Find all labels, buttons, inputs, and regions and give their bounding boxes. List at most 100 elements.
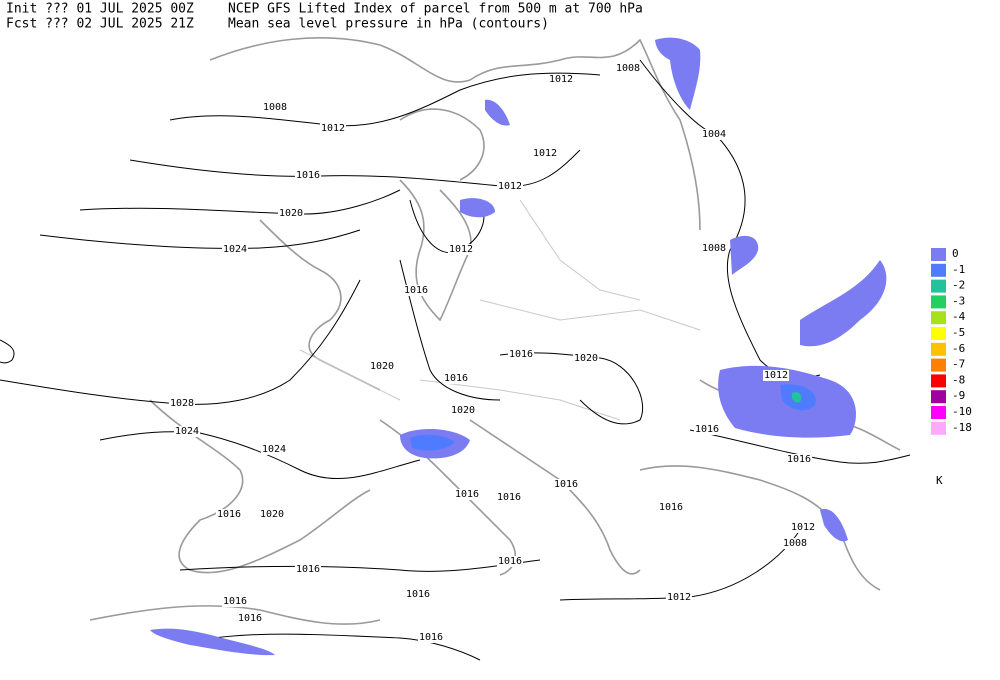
label-background (277, 208, 305, 219)
label-background (495, 492, 523, 503)
label-background (453, 489, 481, 500)
legend-label: -2 (952, 279, 965, 292)
label-background (258, 509, 286, 520)
borders (299, 199, 701, 421)
label-background (402, 285, 430, 296)
legend-swatch (931, 279, 946, 293)
contour-label: 1012 (791, 522, 815, 533)
label-background (614, 63, 642, 74)
lifted-index-shading (150, 37, 887, 656)
contour-label: 1016 (498, 556, 522, 567)
label-background (294, 564, 322, 575)
label-background (785, 454, 813, 465)
label-background (762, 370, 790, 381)
legend-swatch (931, 248, 946, 261)
contour-label: 1020 (279, 208, 303, 219)
label-background (507, 349, 535, 360)
legend-swatch (931, 374, 946, 388)
legend-swatch (931, 311, 946, 325)
label-background (449, 405, 477, 416)
label-background (547, 74, 575, 85)
contour-label: 1008 (783, 538, 807, 549)
contour-label: 1012 (533, 148, 557, 159)
init-time: Init ??? 01 JUL 2025 00Z (6, 2, 194, 17)
label-background (447, 244, 475, 255)
label-background (665, 592, 693, 603)
contour-label: 1012 (549, 74, 573, 85)
label-background (531, 148, 559, 159)
contour-label: 1008 (616, 63, 640, 74)
label-background (215, 509, 243, 520)
contour-label: 1020 (574, 353, 598, 364)
label-background (173, 426, 201, 437)
contour-label: 1020 (451, 405, 475, 416)
legend-label: -9 (952, 389, 965, 402)
label-background (781, 538, 809, 549)
contour-label: 1016 (787, 454, 811, 465)
contour-label: 1012 (764, 370, 788, 381)
label-background (168, 398, 196, 409)
label-background (236, 613, 264, 624)
legend-label: 0 (952, 247, 959, 260)
contour-label: 1024 (175, 426, 199, 437)
legend: 0 -1 -2 -3 -4 -5 -6 -7 -8 -9 -10 -18 K (931, 247, 972, 487)
contour-label: 1024 (262, 444, 286, 455)
contour-labels: 1008 1012 1012 1008 1012 1012 1004 1016 1020 1024… (168, 63, 817, 643)
label-background (221, 244, 249, 255)
legend-unit: K (936, 474, 943, 487)
label-background (552, 479, 580, 490)
label-background (404, 589, 432, 600)
legend-label: -10 (952, 405, 972, 418)
legend-swatch (931, 295, 946, 309)
isobars (0, 59, 911, 661)
contour-label: 1016 (695, 424, 719, 435)
contour-label: 1016 (509, 349, 533, 360)
label-background (657, 502, 685, 513)
legend-swatch (931, 358, 946, 372)
legend-label: -1 (952, 263, 965, 276)
contour-label: 1016 (296, 564, 320, 575)
label-background (700, 129, 728, 140)
contour-label: 1020 (370, 361, 394, 372)
legend-label: -7 (952, 358, 965, 371)
label-background (572, 353, 600, 364)
legend-swatch (931, 390, 946, 404)
legend-swatch (931, 263, 946, 277)
label-background (261, 102, 289, 113)
label-background (319, 123, 347, 134)
contour-label: 1016 (554, 479, 578, 490)
label-background (789, 522, 817, 533)
coastlines (89, 37, 901, 625)
legend-swatch (931, 342, 946, 356)
contour-label: 1004 (702, 129, 726, 140)
contour-label: 1012 (667, 592, 691, 603)
contour-label: 1012 (449, 244, 473, 255)
legend-label: -8 (952, 373, 965, 386)
label-background (294, 170, 322, 181)
contour-label: 1008 (702, 243, 726, 254)
contour-label: 1012 (498, 181, 522, 192)
legend-swatch (931, 421, 946, 435)
contour-label: 1016 (455, 489, 479, 500)
contour-label: 1016 (419, 632, 443, 643)
map-title: NCEP GFS Lifted Index of parcel from 500… (228, 2, 643, 17)
label-background (496, 556, 524, 567)
legend-swatch (931, 406, 946, 419)
legend-label: -4 (952, 310, 966, 323)
label-background (496, 181, 524, 192)
contour-label: 1016 (659, 502, 683, 513)
label-background (700, 243, 728, 254)
contour-label: 1016 (217, 509, 241, 520)
legend-label: -18 (952, 421, 972, 434)
legend-label: -6 (952, 342, 965, 355)
label-background (368, 361, 396, 372)
label-background (260, 444, 288, 455)
label-background (693, 424, 721, 435)
contour-label: 1016 (444, 373, 468, 384)
map-subtitle: Mean sea level pressure in hPa (contours… (228, 17, 549, 32)
contour-label: 1012 (321, 123, 345, 134)
label-background (442, 373, 470, 384)
label-background (221, 596, 249, 607)
contour-label: 1016 (406, 589, 430, 600)
